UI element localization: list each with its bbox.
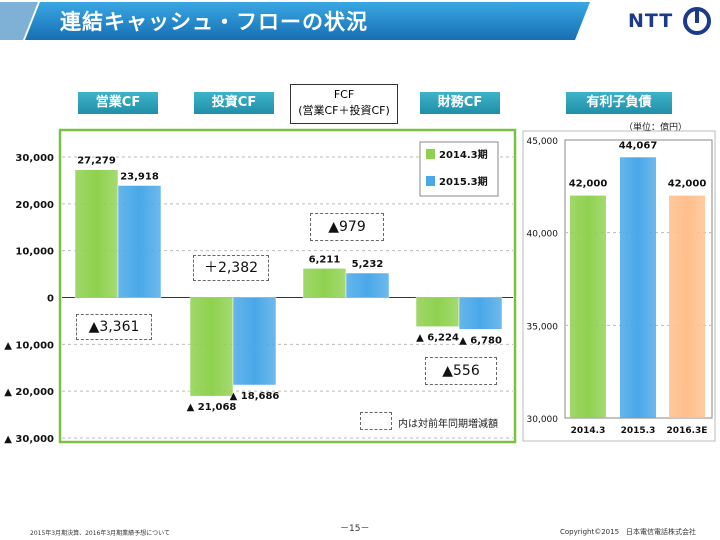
annotation-investing-change: ＋2,382 bbox=[193, 255, 269, 281]
cf-legend-label-1: 2015.3期 bbox=[439, 175, 488, 188]
cf-data-label-2-1: 5,232 bbox=[352, 259, 384, 270]
debt-y-tick-label: 30,000 bbox=[527, 415, 559, 425]
label-fcf-line2: (営業CF＋投資CF) bbox=[298, 104, 390, 117]
debt-y-tick-label: 45,000 bbox=[527, 137, 559, 147]
cf-data-label-2-0: 6,211 bbox=[309, 254, 341, 265]
cf-chart-frame bbox=[58, 128, 517, 444]
debt-bar-1 bbox=[620, 157, 656, 418]
debt-y-tick-label: 40,000 bbox=[527, 230, 559, 240]
debt-bar-2 bbox=[669, 195, 705, 418]
unit-label: （単位：億円） bbox=[624, 123, 688, 133]
cf-data-label-3-1: ▲ 6,780 bbox=[459, 335, 502, 346]
label-investing-cf: 投資CF bbox=[194, 92, 274, 114]
cf-y-tick-label: ▲ 30,000 bbox=[4, 434, 54, 445]
annotation-operating-change: ▲3,361 bbox=[76, 314, 152, 340]
cf-data-label-0-0: 27,279 bbox=[77, 156, 116, 167]
footnote: 2015年3月期決算、2016年3月期業績予想について bbox=[30, 530, 170, 537]
cf-bar-1-0 bbox=[189, 297, 234, 397]
dash-legend-sample bbox=[360, 412, 392, 430]
cf-bar-3-0 bbox=[415, 297, 460, 327]
cf-bar-2-1 bbox=[345, 272, 390, 298]
cf-y-tick-label: 10,000 bbox=[15, 247, 54, 258]
cf-y-tick-label: 20,000 bbox=[15, 200, 54, 211]
ntt-circle-logo-icon bbox=[683, 7, 711, 35]
annotation-fcf-change: ▲979 bbox=[310, 213, 384, 241]
cf-bar-3-1 bbox=[458, 297, 503, 330]
page-number: －15－ bbox=[340, 524, 370, 534]
cf-bar-0-0 bbox=[74, 169, 119, 298]
cf-legend-label-0: 2014.3期 bbox=[439, 148, 488, 161]
cf-legend-swatch-1 bbox=[426, 176, 435, 186]
annotation-financing-change: ▲556 bbox=[425, 357, 497, 385]
cf-y-tick-label: ▲ 10,000 bbox=[4, 340, 54, 351]
page-title: 連結キャッシュ・フローの状況 bbox=[60, 10, 368, 34]
cf-legend-swatch-0 bbox=[426, 149, 435, 159]
ntt-logo-text: NTT bbox=[628, 10, 674, 32]
debt-data-label-1: 44,067 bbox=[619, 140, 658, 151]
cf-y-tick-label: ▲ 20,000 bbox=[4, 387, 54, 398]
title-bar bbox=[0, 2, 590, 40]
debt-x-tick-label-2: 2016.3E bbox=[667, 426, 708, 436]
debt-x-tick-label-0: 2014.3 bbox=[571, 426, 606, 436]
cf-bar-2-0 bbox=[302, 268, 347, 298]
cf-bar-1-1 bbox=[232, 297, 277, 386]
cf-data-label-3-0: ▲ 6,224 bbox=[416, 333, 459, 344]
label-fcf-line1: FCF bbox=[333, 88, 355, 101]
debt-x-tick-label-1: 2015.3 bbox=[621, 426, 656, 436]
cf-y-tick-label: 0 bbox=[47, 294, 54, 305]
label-interest-bearing-debt: 有利子負債 bbox=[566, 92, 672, 114]
label-financing-cf: 財務CF bbox=[420, 92, 500, 114]
cf-data-label-0-1: 23,918 bbox=[120, 171, 159, 182]
cf-y-tick-label: 30,000 bbox=[15, 153, 54, 164]
copyright: Copyright©2015 日本電信電話株式会社 bbox=[560, 528, 697, 536]
cf-data-label-1-0: ▲ 21,068 bbox=[187, 402, 237, 413]
debt-y-tick-label: 35,000 bbox=[527, 322, 559, 332]
debt-data-label-0: 42,000 bbox=[569, 179, 608, 190]
debt-bar-0 bbox=[570, 195, 606, 418]
cf-bar-0-1 bbox=[117, 185, 162, 298]
cf-data-label-1-1: ▲ 18,686 bbox=[230, 391, 280, 402]
debt-data-label-2: 42,000 bbox=[668, 179, 707, 190]
label-fcf: FCF (営業CF＋投資CF) bbox=[290, 84, 398, 124]
dash-legend-text: 内は対前年同期増減額 bbox=[398, 419, 498, 430]
label-operating-cf: 営業CF bbox=[78, 92, 158, 114]
